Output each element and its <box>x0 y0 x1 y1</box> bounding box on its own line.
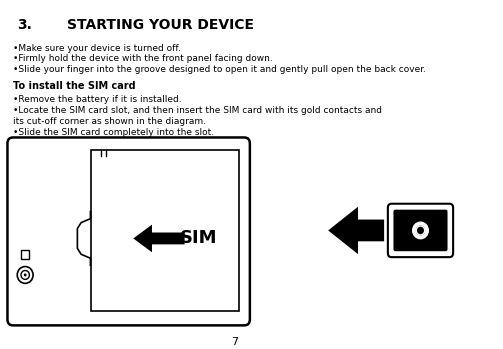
Polygon shape <box>328 207 384 254</box>
Circle shape <box>21 270 29 280</box>
Text: •Firmly hold the device with the front panel facing down.: •Firmly hold the device with the front p… <box>13 54 273 64</box>
FancyBboxPatch shape <box>393 210 448 251</box>
Bar <box>21 250 29 259</box>
Text: •Slide your finger into the groove designed to open it and gently pull open the : •Slide your finger into the groove desig… <box>13 65 426 74</box>
FancyBboxPatch shape <box>388 204 453 257</box>
Circle shape <box>24 274 27 276</box>
Circle shape <box>413 223 428 238</box>
Text: STARTING YOUR DEVICE: STARTING YOUR DEVICE <box>67 18 254 32</box>
Text: SIM: SIM <box>180 229 217 247</box>
Bar <box>92 150 239 311</box>
FancyBboxPatch shape <box>8 138 250 325</box>
Text: To install the SIM card: To install the SIM card <box>13 81 136 91</box>
Circle shape <box>416 226 425 235</box>
Text: •Slide the SIM card completely into the slot.: •Slide the SIM card completely into the … <box>13 128 214 136</box>
Polygon shape <box>133 225 185 252</box>
Text: 3.: 3. <box>17 18 32 32</box>
Text: •Remove the battery if it is installed.: •Remove the battery if it is installed. <box>13 95 182 104</box>
Text: 7: 7 <box>231 337 238 347</box>
Text: •Locate the SIM card slot, and then insert the SIM card with its gold contacts a: •Locate the SIM card slot, and then inse… <box>13 106 382 115</box>
Circle shape <box>17 267 33 283</box>
Text: •Make sure your device is turned off.: •Make sure your device is turned off. <box>13 44 181 52</box>
Text: its cut-off corner as shown in the diagram.: its cut-off corner as shown in the diagr… <box>13 117 206 126</box>
